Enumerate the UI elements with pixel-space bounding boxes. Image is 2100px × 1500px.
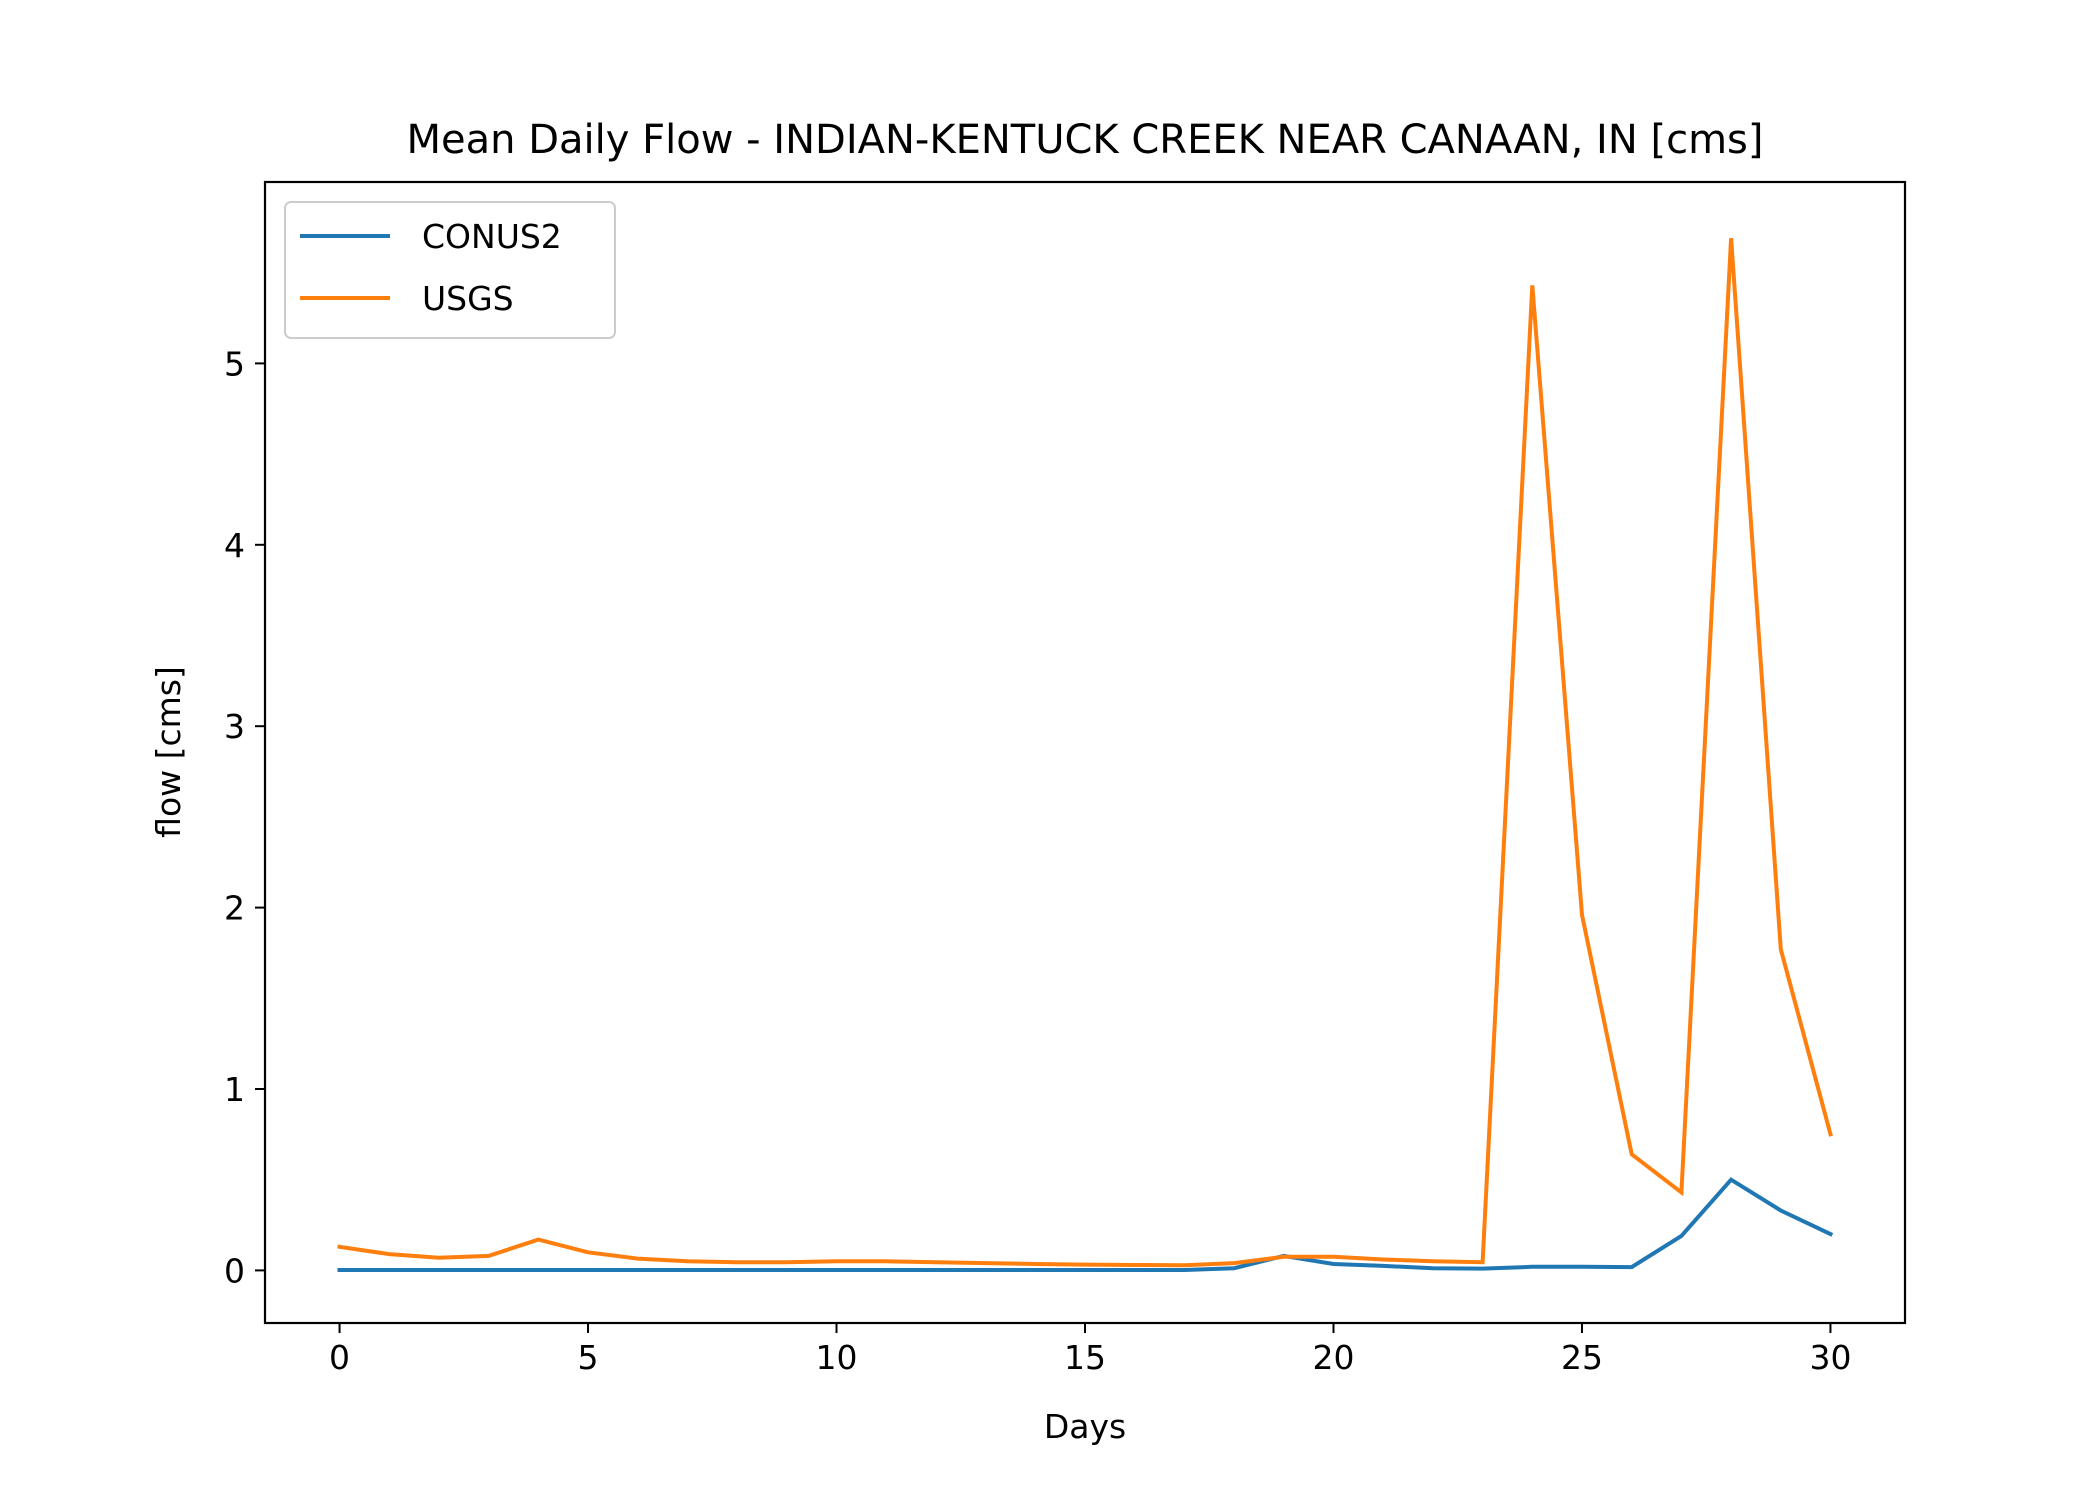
series-line-conus2 — [337, 1177, 1834, 1272]
plot-lines — [337, 238, 1834, 1272]
y-tick-label: 4 — [224, 526, 245, 565]
x-tick-label: 25 — [1561, 1338, 1603, 1377]
x-tick-label: 30 — [1809, 1338, 1851, 1377]
y-axis-label: flow [cms] — [149, 666, 188, 838]
x-axis-label: Days — [1044, 1407, 1126, 1446]
legend-label: USGS — [422, 279, 514, 318]
legend: CONUS2 USGS — [284, 201, 616, 339]
plot-frame — [263, 180, 1907, 1325]
x-tick-label: 5 — [578, 1338, 599, 1377]
x-tick-label: 0 — [329, 1338, 350, 1377]
chart-title: Mean Daily Flow - INDIAN-KENTUCK CREEK N… — [407, 117, 1764, 163]
y-tick-label: 1 — [224, 1070, 245, 1109]
legend-label: CONUS2 — [422, 217, 562, 256]
series-line-usgs — [337, 238, 1833, 1268]
x-tick-label: 15 — [1064, 1338, 1106, 1377]
y-tick-label: 2 — [224, 889, 245, 928]
x-tick-label: 20 — [1312, 1338, 1354, 1377]
y-tick-label: 3 — [224, 707, 245, 746]
y-axis-ticks: 0 1 2 3 4 5 — [224, 344, 265, 1290]
y-tick-label: 5 — [224, 344, 245, 383]
x-axis-ticks: 0 5 10 15 20 25 30 — [329, 1323, 1851, 1377]
y-tick-label: 0 — [224, 1251, 245, 1290]
x-tick-label: 10 — [816, 1338, 858, 1377]
